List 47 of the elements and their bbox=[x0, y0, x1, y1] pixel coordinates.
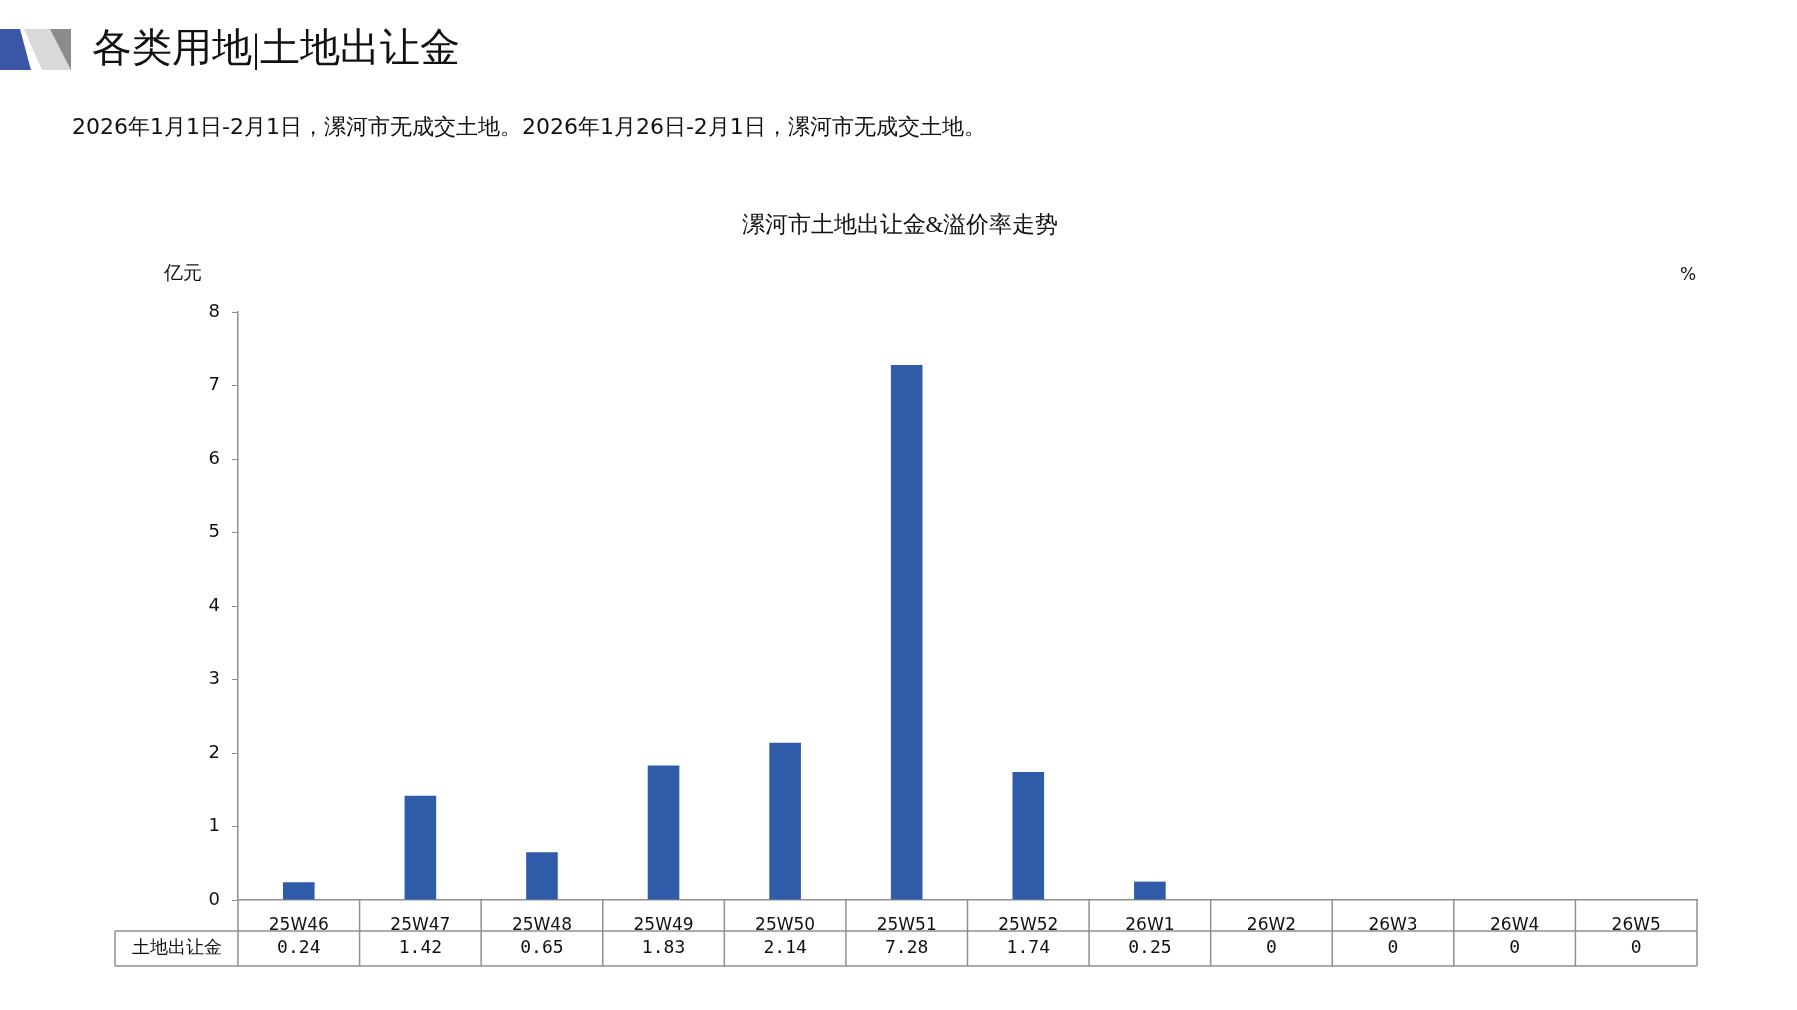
text: 2026年1月1日-2月1日，漯河市无成交土地。2026年1月26日-2月1日，漯河市无成交土地。 bbox=[72, 114, 986, 141]
y-tick-label: 4 bbox=[208, 593, 220, 615]
x-tick-label: 25W49 bbox=[633, 913, 694, 934]
bar bbox=[282, 882, 315, 900]
data-label: 1.74 bbox=[1006, 936, 1050, 958]
x-tick-label: 25W46 bbox=[268, 913, 329, 934]
y-axis-title: 亿元 bbox=[164, 261, 202, 285]
data-label: 0.25 bbox=[1128, 936, 1172, 958]
bar bbox=[769, 742, 801, 900]
data-label: 2.14 bbox=[763, 936, 807, 958]
text: 土地出让金 bbox=[131, 937, 222, 958]
data-label: 1.83 bbox=[641, 936, 686, 958]
x-tick-label: 26W2 bbox=[1246, 913, 1297, 934]
y2-axis-title: % bbox=[1679, 263, 1697, 285]
bar bbox=[1134, 881, 1166, 900]
data-label: 0 bbox=[1387, 936, 1399, 958]
data-label: 0 bbox=[1630, 936, 1642, 958]
bar bbox=[1012, 772, 1045, 900]
x-tick-label: 25W51 bbox=[876, 913, 937, 934]
text: 各类用地|土地出让金 bbox=[92, 24, 461, 72]
bar bbox=[890, 364, 923, 900]
y-tick-label: 6 bbox=[208, 446, 220, 468]
bar bbox=[404, 795, 437, 900]
data-label: 0.65 bbox=[520, 936, 564, 958]
y-tick-label: 3 bbox=[208, 667, 220, 689]
data-label: 0.24 bbox=[277, 936, 321, 958]
y-tick-label: 8 bbox=[208, 299, 220, 321]
data-label: 0 bbox=[1509, 936, 1521, 958]
data-label: 0 bbox=[1266, 936, 1277, 958]
x-tick-label: 26W1 bbox=[1125, 913, 1175, 934]
y-tick-label: 1 bbox=[208, 814, 220, 836]
x-tick-label: 25W48 bbox=[511, 913, 572, 934]
chart-title: 漯河市土地出让金&溢价率走势 bbox=[741, 211, 1059, 239]
x-tick-label: 26W3 bbox=[1368, 913, 1418, 934]
bar bbox=[647, 765, 680, 900]
y-tick-label: 7 bbox=[208, 373, 220, 395]
x-tick-label: 25W47 bbox=[390, 913, 451, 934]
x-tick-label: 26W5 bbox=[1611, 913, 1661, 934]
x-tick-label: 26W4 bbox=[1489, 913, 1540, 934]
data-label: 7.28 bbox=[885, 936, 929, 958]
y-tick-label: 5 bbox=[208, 520, 220, 542]
bar bbox=[526, 852, 558, 900]
x-tick-label: 25W52 bbox=[998, 913, 1059, 934]
data-label: 1.42 bbox=[398, 936, 443, 958]
y-tick-label: 2 bbox=[208, 740, 220, 762]
x-tick-label: 25W50 bbox=[755, 913, 816, 934]
y-tick-label: 0 bbox=[208, 887, 220, 909]
